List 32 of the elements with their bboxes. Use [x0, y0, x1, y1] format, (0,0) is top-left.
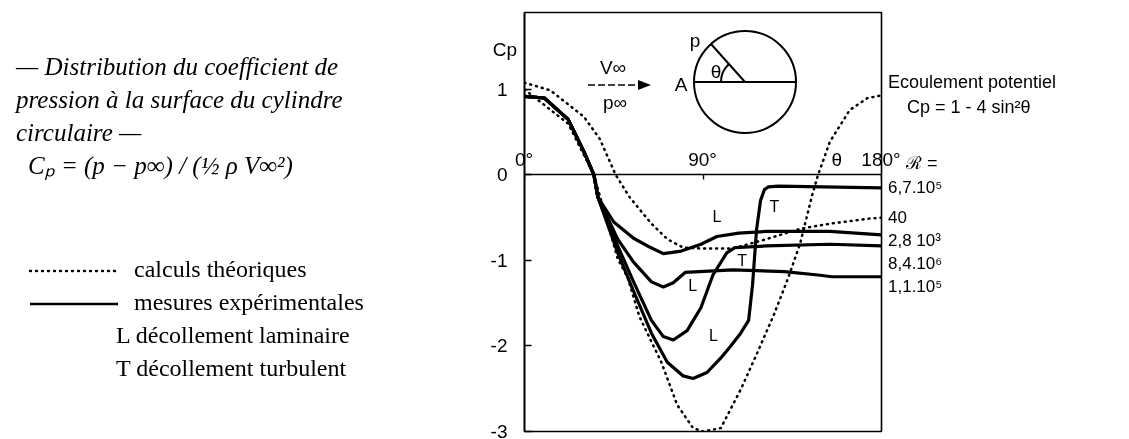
y-tick-label: -2: [490, 335, 508, 357]
series-label: 2,8 10³: [888, 230, 942, 250]
text: T décollement turbulent: [116, 354, 347, 383]
annotation: L: [688, 276, 698, 294]
text: L décollement laminaire: [116, 321, 350, 350]
y-tick-label: -3: [490, 421, 508, 439]
x-tick-label: 90°: [688, 148, 717, 170]
x-axis-title: θ: [831, 148, 843, 170]
annotation: A: [674, 73, 688, 95]
series-label: 8,4.10⁶: [888, 253, 943, 273]
series-label: 1,1.10⁵: [888, 276, 943, 296]
text: Cₚ = (p − p∞) / (½ ρ V∞²): [28, 152, 293, 179]
annotation: p∞: [602, 91, 628, 113]
series-label: Ecoulement potentiel: [888, 71, 1057, 92]
annotation: T: [769, 198, 780, 216]
text: Cp = 1 - 4 sin²θ: [907, 96, 1031, 117]
y-tick-label: 1: [496, 78, 508, 100]
series-label: 6,7.10⁵: [888, 177, 943, 197]
text: — Distribution du coefficient de pression à la surface du cylindre circulaire —: [16, 53, 343, 146]
annotation: θ: [710, 60, 722, 82]
y-tick-label: 0: [496, 164, 508, 186]
annotation: L: [709, 327, 718, 345]
annotation: V∞: [599, 56, 627, 78]
text: ℛ =: [905, 153, 938, 174]
annotation: p: [689, 29, 701, 51]
series-label: 40: [888, 207, 907, 227]
y-axis-title: Cp: [492, 39, 517, 61]
annotation: L: [712, 208, 722, 226]
text: mesures expérimentales: [134, 288, 364, 317]
y-tick-label: -1: [490, 249, 508, 271]
annotation: T: [737, 252, 748, 270]
text: calculs théoriques: [134, 255, 307, 284]
